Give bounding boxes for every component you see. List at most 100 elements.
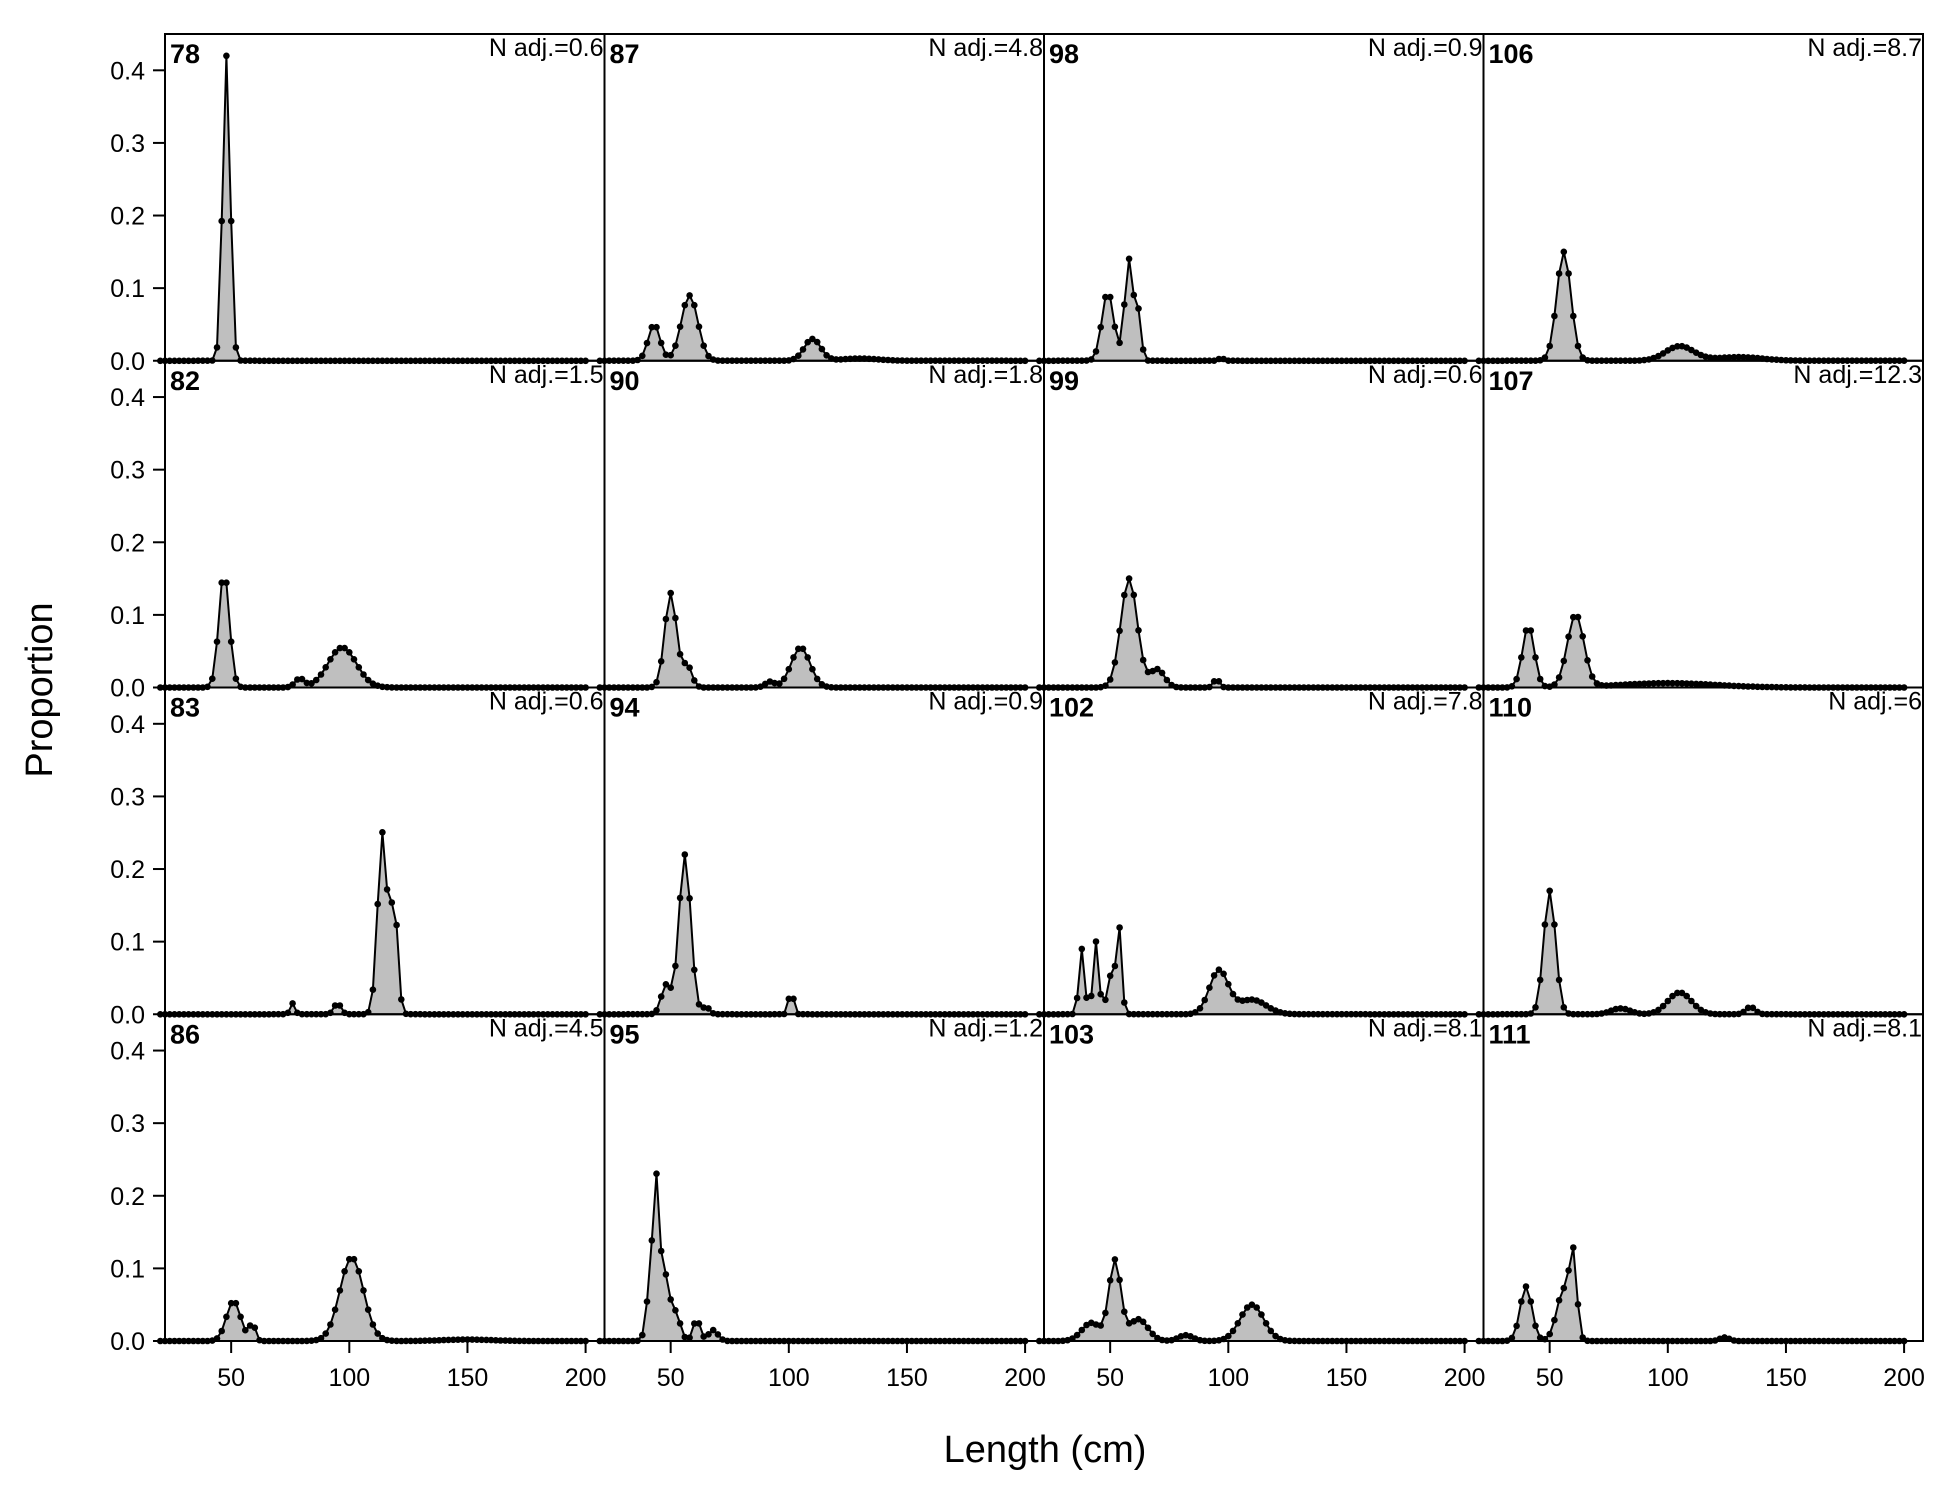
data-point <box>1659 1002 1667 1010</box>
data-point <box>657 339 665 347</box>
data-point <box>776 680 783 687</box>
data-point <box>790 995 797 1003</box>
data-point <box>1518 1298 1525 1305</box>
data-point <box>1551 312 1558 320</box>
data-point <box>785 665 793 673</box>
data-point <box>1688 680 1695 687</box>
data-point <box>251 1324 259 1331</box>
panel-frame <box>1482 1013 1924 1342</box>
data-point <box>1565 1267 1572 1274</box>
data-point <box>317 1334 325 1342</box>
data-point <box>1570 1244 1577 1251</box>
data-point <box>331 1306 339 1313</box>
data-point <box>813 675 821 683</box>
data-point <box>1234 1320 1242 1327</box>
data-point <box>1555 674 1563 681</box>
data-point <box>209 675 216 682</box>
data-point <box>804 338 811 346</box>
x-tick-label: 100 <box>1647 1364 1689 1392</box>
data-point <box>1570 613 1577 621</box>
data-point <box>1163 676 1171 684</box>
data-point <box>1588 673 1596 680</box>
panel-label: 98 <box>1049 39 1079 69</box>
distribution-line <box>1039 575 1465 689</box>
data-point <box>237 1313 244 1321</box>
n-adj-label: N adj.=4.5 <box>489 1014 604 1042</box>
data-point <box>1574 342 1582 350</box>
data-point <box>1215 678 1223 685</box>
data-point <box>809 665 816 673</box>
data-point <box>1560 248 1568 256</box>
data-point <box>1584 657 1591 664</box>
data-point <box>1116 627 1123 635</box>
data-point <box>1683 992 1690 1000</box>
data-point <box>327 656 334 663</box>
x-tick-label: 150 <box>886 1364 928 1392</box>
data-point <box>1702 681 1709 688</box>
y-tick-label: 0.3 <box>110 1110 145 1138</box>
data-point <box>1130 591 1138 599</box>
data-point <box>298 675 306 683</box>
y-tick-label: 0.1 <box>110 929 145 957</box>
x-tick-label: 50 <box>217 1364 245 1392</box>
data-point <box>1225 1332 1232 1340</box>
n-adj-label: N adj.=7.8 <box>1368 688 1483 716</box>
panel-label: 78 <box>170 39 200 69</box>
panel-frame <box>1043 359 1485 689</box>
data-point <box>341 644 348 652</box>
panel-95: 95 N adj.=1.2 <box>596 1013 1045 1345</box>
data-point <box>374 1330 382 1337</box>
data-point <box>653 678 660 686</box>
data-point <box>1565 270 1572 277</box>
data-point <box>1518 654 1525 661</box>
data-point <box>388 899 396 906</box>
data-point <box>393 921 400 929</box>
y-tick-label: 0.0 <box>110 1001 145 1029</box>
data-point <box>360 1287 367 1294</box>
data-point <box>1262 1320 1270 1327</box>
data-point <box>322 1330 330 1337</box>
panel-103: 103 N adj.=8.1 <box>1036 1013 1485 1345</box>
data-point <box>242 1326 249 1334</box>
y-axis-title: Proportion <box>19 602 61 777</box>
data-point <box>336 1002 344 1009</box>
distribution-area <box>1039 578 1465 688</box>
n-adj-label: N adj.=0.6 <box>489 34 604 62</box>
data-point <box>1078 945 1086 953</box>
data-point <box>1135 305 1142 312</box>
data-point <box>1513 675 1520 683</box>
x-tick-label: 100 <box>768 1364 810 1392</box>
x-tick-label: 200 <box>1004 1364 1046 1392</box>
x-tick-label: 150 <box>447 1364 489 1392</box>
panel-82: 82 N adj.=1.5 <box>157 359 606 691</box>
panel-label: 94 <box>610 693 640 723</box>
data-point <box>691 301 698 309</box>
data-point <box>1674 989 1681 997</box>
data-point <box>1267 1327 1275 1335</box>
y-tick-label: 0.3 <box>110 783 145 811</box>
x-tick-label: 200 <box>1883 1364 1925 1392</box>
x-tick-label: 50 <box>1536 1364 1564 1392</box>
data-point <box>1097 323 1104 331</box>
n-adj-label: N adj.=8.1 <box>1807 1014 1922 1042</box>
distribution-area <box>1039 1259 1465 1341</box>
data-point <box>227 217 235 225</box>
data-point <box>653 323 660 331</box>
data-point <box>1508 683 1516 690</box>
data-point <box>1102 293 1109 301</box>
data-point <box>643 339 651 347</box>
data-point <box>1106 972 1114 980</box>
data-point <box>795 352 802 360</box>
data-point <box>1248 1301 1256 1308</box>
n-adj-label: N adj.=8.7 <box>1807 34 1922 62</box>
panel-78: 78 N adj.=0.6 <box>157 33 606 365</box>
distribution-area <box>1039 927 1465 1015</box>
data-point <box>1522 627 1530 634</box>
data-point <box>648 323 656 331</box>
data-point <box>1570 312 1577 320</box>
x-tick-label: 100 <box>1207 1364 1249 1392</box>
data-point <box>1574 1301 1582 1308</box>
data-point <box>1225 980 1232 988</box>
data-point <box>676 1320 684 1327</box>
data-point <box>681 851 689 858</box>
